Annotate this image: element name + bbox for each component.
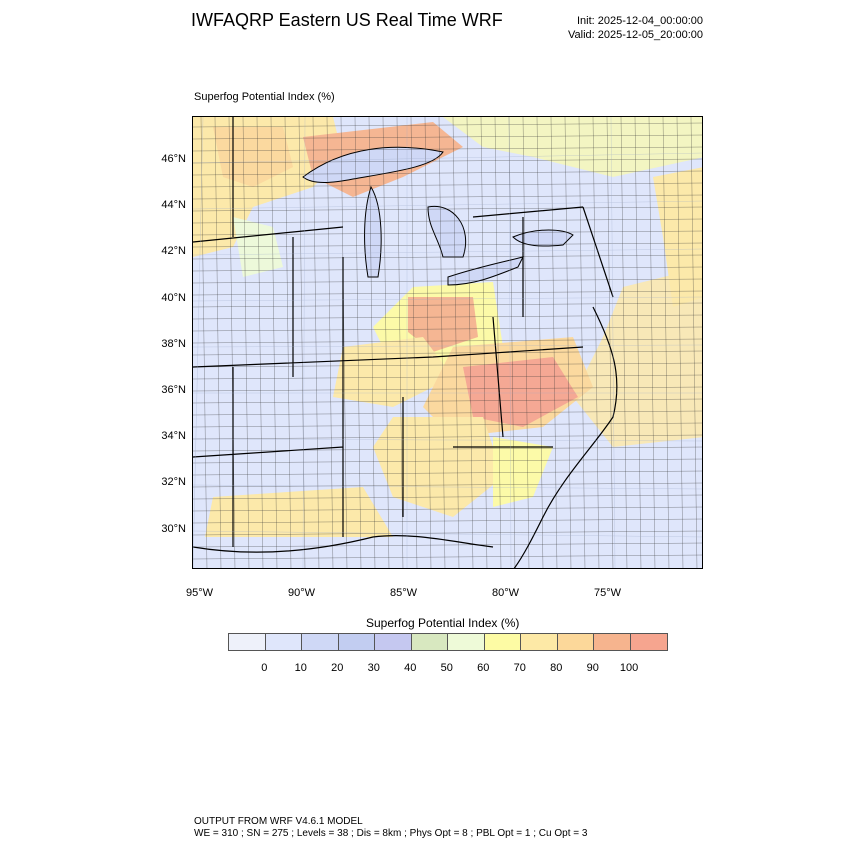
valid-time: Valid: 2025-12-05_20:00:00 (568, 29, 703, 41)
patch-georgia (373, 417, 503, 517)
colorbar-label: 20 (331, 662, 344, 674)
lon-tick-label: 75°W (594, 587, 622, 599)
colorbar-label: 40 (404, 662, 417, 674)
colorbar-label: 10 (294, 662, 307, 674)
colorbar-label: 50 (440, 662, 453, 674)
lat-tick-label: 32°N (161, 476, 186, 489)
colorbar (228, 633, 668, 651)
county-grid (193, 117, 702, 568)
patch-gulf (193, 537, 702, 568)
model-footer: OUTPUT FROM WRF V4.6.1 MODEL WE = 310 ; … (194, 816, 587, 840)
colorbar-title: Superfog Potential Index (%) (366, 616, 520, 630)
gulf-coastline (193, 535, 494, 553)
colorbar-swatch (521, 634, 558, 650)
colorbar-label: 0 (261, 662, 268, 674)
lake-erie (447, 256, 524, 286)
colorbar-swatch (630, 634, 667, 650)
lat-tick-label: 40°N (161, 291, 186, 304)
patch-canada (443, 117, 702, 177)
map-title: IWFAQRP Eastern US Real Time WRF (191, 10, 503, 30)
colorbar-label: 80 (550, 662, 563, 674)
lon-tick-label: 85°W (390, 587, 418, 599)
time-info: Init: 2025-12-04_00:00:00 Valid: 2025-12… (568, 14, 703, 42)
map-panel (192, 116, 703, 569)
footer-line-2: WE = 310 ; SN = 275 ; Levels = 38 ; Dis … (194, 828, 588, 839)
state-borders (193, 117, 614, 547)
patch-iowa (233, 217, 283, 277)
patch-coast (493, 437, 553, 507)
lat-tick-label: 30°N (161, 522, 186, 535)
plot-label: Superfog Potential Index (%) (194, 91, 335, 103)
colorbar-swatch (229, 634, 266, 650)
patch-west-virginia (408, 297, 478, 352)
lat-tick-label: 36°N (161, 384, 186, 396)
lon-tick-label: 95°W (186, 587, 214, 599)
lake-ontario (512, 229, 574, 247)
colorbar-swatch (265, 634, 302, 650)
lat-tick-label: 38°N (161, 337, 186, 350)
lon-tick-label: 80°W (492, 587, 520, 599)
colorbar-swatch (448, 634, 485, 650)
colorbar-label: 60 (477, 662, 490, 674)
atlantic-coastline (513, 306, 618, 568)
lat-tick-label: 44°N (161, 199, 186, 212)
colorbar-swatch (411, 634, 448, 650)
lat-tick-label: 46°N (161, 153, 186, 165)
graticule (193, 117, 702, 568)
lat-tick-label: 34°N (161, 430, 186, 443)
colorbar-label: 90 (586, 662, 599, 674)
colorbar-swatch (484, 634, 521, 650)
colorbar-swatch (375, 634, 412, 650)
colorbar-label: 30 (367, 662, 380, 674)
superfog-map (193, 117, 702, 568)
colorbar-label: 70 (513, 662, 526, 674)
lat-tick-label: 42°N (161, 245, 186, 258)
patch-nc-core (463, 357, 578, 427)
lon-tick-label: 90°W (288, 587, 316, 599)
colorbar-swatch (594, 634, 631, 650)
colorbar-swatch (302, 634, 339, 650)
init-time: Init: 2025-12-04_00:00:00 (577, 15, 703, 27)
patch-atlantic (573, 267, 702, 447)
colorbar-label: 100 (619, 662, 639, 674)
colorbar-swatch (557, 634, 594, 650)
footer-line-1: OUTPUT FROM WRF V4.6.1 MODEL (194, 816, 363, 827)
colorbar-swatch (338, 634, 375, 650)
